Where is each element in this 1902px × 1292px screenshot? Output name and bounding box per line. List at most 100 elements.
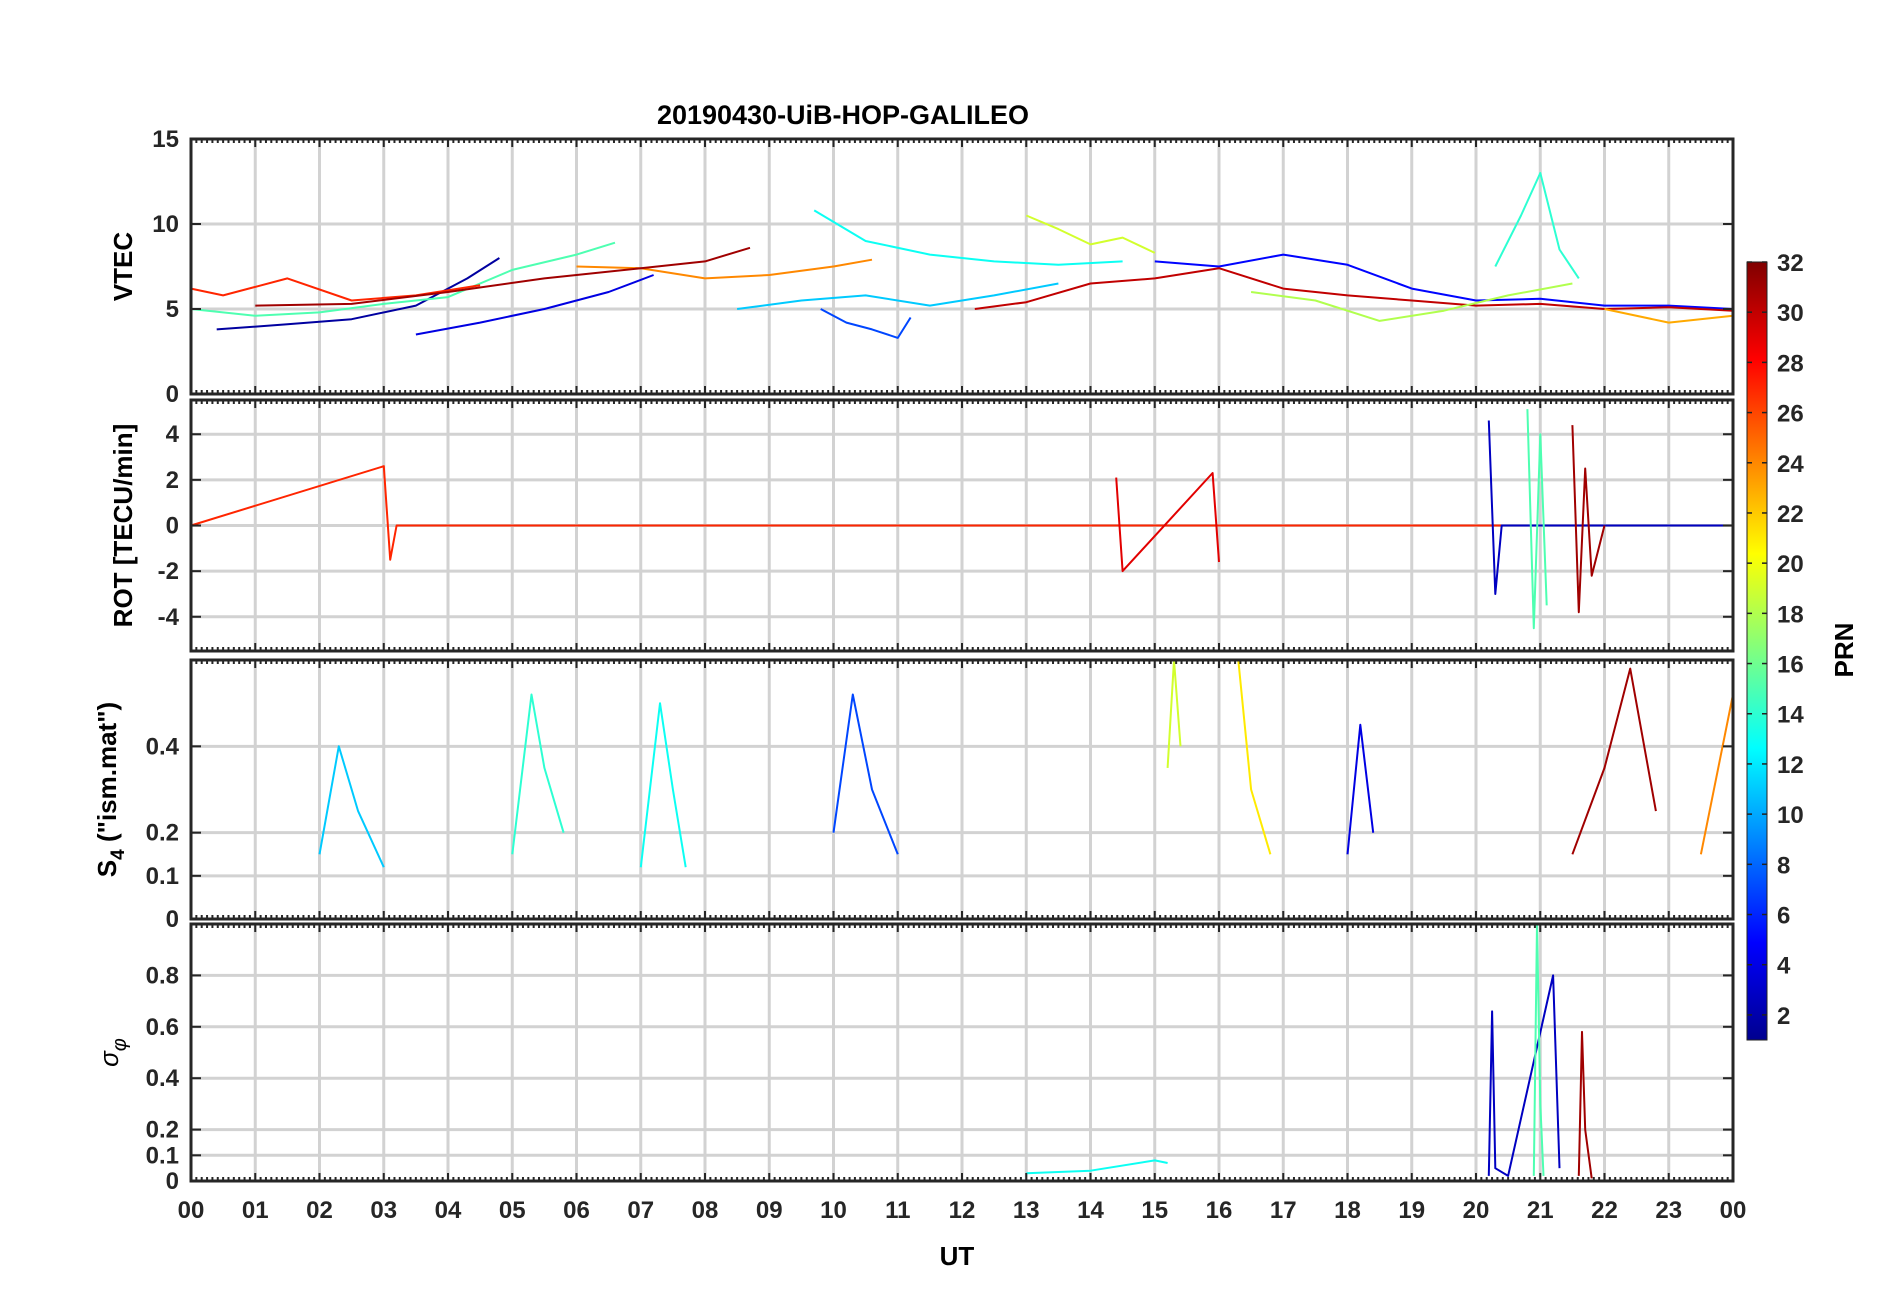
colorbar-tick-label: 14 [1777, 702, 1804, 729]
series-prn-15 [1532, 923, 1545, 1176]
series-prn-31 [1571, 667, 1657, 855]
y-tick-label: 0 [166, 1168, 179, 1195]
series-prn-23 [1604, 308, 1734, 324]
series-prn-15 [190, 241, 616, 317]
x-tick-label: 17 [1270, 1197, 1297, 1224]
colorbar-tick-label: 4 [1777, 953, 1791, 980]
y-tick-label: -4 [158, 604, 180, 631]
colorbar-tick-label: 20 [1777, 551, 1804, 578]
x-tick-label: 13 [1013, 1197, 1040, 1224]
series-prn-4 [415, 274, 654, 336]
series-prn-24 [576, 258, 873, 280]
y-tick-label: 0 [166, 906, 179, 933]
series-prn-24 [1699, 694, 1734, 855]
y-tick-label: 0.8 [146, 962, 179, 989]
x-tick-label: 21 [1527, 1197, 1554, 1224]
x-tick-label: 14 [1077, 1197, 1104, 1224]
series-prn-13 [813, 209, 1123, 266]
series-prn-7 [832, 693, 899, 855]
series-prn-13 [1026, 1159, 1168, 1175]
y-tick-label: 0.4 [146, 1065, 180, 1092]
x-tick-label: 12 [949, 1197, 976, 1224]
y-axis-label: S4 ("ism.mat") [92, 702, 129, 877]
y-tick-label: -2 [158, 558, 179, 585]
y-tick-label: 0 [166, 381, 179, 408]
colorbar-tick-label: 32 [1777, 250, 1804, 277]
colorbar-tick-label: 28 [1777, 350, 1804, 377]
x-tick-label: 09 [756, 1197, 783, 1224]
series-prn-21 [1237, 659, 1272, 855]
colorbar-tick-label: 6 [1777, 903, 1790, 930]
colorbar-tick-label: 18 [1777, 601, 1804, 628]
y-tick-label: 5 [166, 296, 179, 323]
x-tick-label: 16 [1206, 1197, 1233, 1224]
y-axis-label: VTEC [108, 232, 138, 302]
colorbar-tick-label: 24 [1777, 451, 1804, 478]
x-tick-label: 23 [1655, 1197, 1682, 1224]
y-axis-label: σφ [94, 1038, 131, 1067]
colorbar-tick-label: 2 [1777, 1003, 1790, 1030]
y-axis-label: ROT [TECU/min] [108, 424, 138, 628]
x-axis-label: UT [940, 1241, 975, 1271]
series-prn-5 [1154, 253, 1734, 310]
x-tick-label: 11 [885, 1197, 910, 1224]
colorbar-tick-label: 22 [1777, 501, 1804, 528]
x-tick-label: 06 [563, 1197, 590, 1224]
panel-sigma_phi: 00.10.2 0.4 0.6 0.8 σφ [94, 922, 1735, 1195]
x-tick-label: 01 [242, 1197, 269, 1224]
series-prn-13 [639, 702, 687, 868]
x-tick-label: 18 [1334, 1197, 1361, 1224]
series-prn-3 [1487, 420, 1733, 595]
series-prn-4 [1346, 723, 1375, 855]
y-tick-label: 0.1 [146, 863, 179, 890]
series-prn-2 [216, 257, 500, 331]
series-prn-18 [1250, 282, 1573, 322]
x-tick-label: 10 [820, 1197, 847, 1224]
chart-title: 20190430-UiB-HOP-GALILEO [657, 100, 1029, 130]
x-tick-label: 07 [627, 1197, 654, 1224]
panel-rot: -4 -2 0 2 4 ROT [TECU/min] [108, 398, 1735, 653]
y-tick-label: 2 [166, 467, 179, 494]
x-tick-label: 15 [1141, 1197, 1168, 1224]
series-prn-31 [1571, 425, 1606, 614]
panels: 0 5 10 15 VTEC -4 -2 0 2 4 ROT [TECU/min] 0 0.1 0.2 0.… [92, 126, 1735, 1195]
x-axis: 00 01 02 03 04 05 06 07 08 09 10 11 12 13 14 15 16 17 18 19… [178, 1197, 1747, 1224]
x-tick-label: 20 [1463, 1197, 1490, 1224]
y-tick-label: 4 [166, 421, 180, 448]
x-tick-label: 04 [435, 1197, 462, 1224]
series-prn-31 [255, 246, 751, 307]
colorbar-tick-label: 8 [1777, 852, 1790, 879]
y-tick-label: 0.2 [146, 820, 179, 847]
series-prn-19 [1025, 214, 1156, 254]
x-tick-label: 00 [1720, 1197, 1747, 1224]
y-tick-label: 0.2 [146, 1117, 179, 1144]
y-tick-label: 0 [166, 513, 179, 540]
series-prn-14 [511, 693, 565, 855]
panel-s4: 0 0.1 0.2 0.4 S4 ("ism.mat") [92, 658, 1735, 933]
series-prn-7 [820, 308, 912, 339]
y-tick-label: 0.6 [146, 1014, 179, 1041]
x-tick-label: 22 [1591, 1197, 1618, 1224]
series-prn-3 [1487, 974, 1561, 1177]
plot-frame [189, 137, 1735, 396]
series-prn-11 [736, 282, 1059, 310]
y-tick-label: 15 [152, 126, 179, 153]
colorbar-tick-label: 10 [1777, 802, 1804, 829]
series-prn-11 [318, 745, 385, 868]
y-tick-label: 10 [152, 211, 179, 238]
plot-frame [189, 922, 1735, 1183]
series-prn-27 [190, 465, 1733, 561]
x-tick-label: 02 [306, 1197, 333, 1224]
colorbar-tick-label: 30 [1777, 300, 1804, 327]
x-tick-label: 19 [1398, 1197, 1425, 1224]
plot-frame [189, 398, 1735, 653]
x-tick-label: 00 [178, 1197, 205, 1224]
series-prn-14 [1494, 172, 1580, 279]
series-prn-29 [1115, 472, 1220, 573]
x-tick-label: 08 [692, 1197, 719, 1224]
colorbar-gradient [1746, 261, 1768, 1041]
colorbar-tick-label: 12 [1777, 752, 1804, 779]
